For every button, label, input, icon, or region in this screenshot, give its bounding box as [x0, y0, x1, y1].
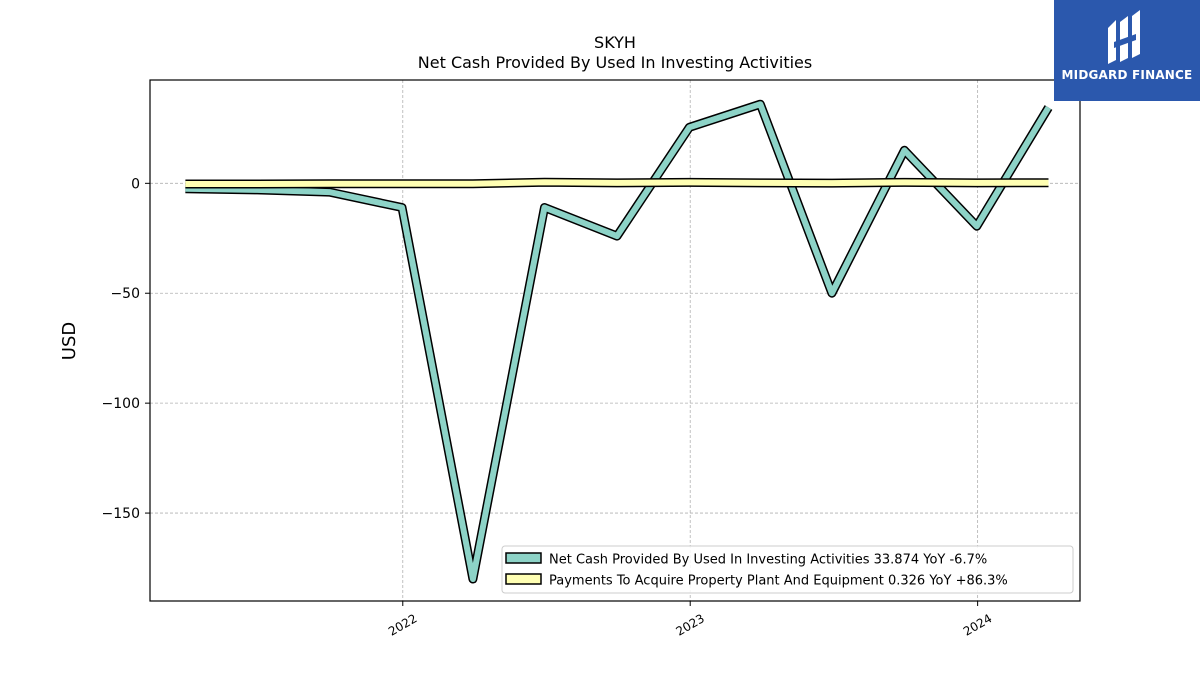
y-tick-label: 0 [131, 176, 140, 192]
y-tick-label: −100 [102, 396, 140, 412]
legend-label-net-cash: Net Cash Provided By Used In Investing A… [549, 553, 987, 568]
logo-text: MIDGARD FINANCE [1061, 68, 1193, 82]
x-tick-label: 2023 [673, 611, 706, 638]
y-axis-label: USD [59, 322, 80, 360]
y-tick-label: −150 [102, 506, 140, 522]
x-tick-label: 2024 [961, 611, 994, 638]
midgard-logo-icon [1108, 10, 1140, 64]
grid-layer [150, 80, 1080, 601]
series-line-1 [185, 179, 1049, 187]
chart-title: SKYH [594, 33, 636, 52]
legend-box [501, 545, 1074, 594]
chart-subtitle: Net Cash Provided By Used In Investing A… [418, 53, 812, 72]
plot-frame [149, 79, 1081, 602]
legend-swatch-capex [505, 573, 542, 585]
midgard-finance-logo: MIDGARD FINANCE [1054, 0, 1200, 101]
series-line-0 [185, 101, 1052, 582]
legend-swatch-net-cash [505, 552, 542, 564]
x-tick-label: 2022 [386, 611, 419, 638]
y-tick-label: −50 [110, 286, 140, 302]
series-outline-0 [185, 99, 1053, 584]
legend: Net Cash Provided By Used In Investing A… [501, 545, 1074, 594]
series-layer [185, 99, 1053, 584]
legend-label-capex: Payments To Acquire Property Plant And E… [549, 574, 1008, 589]
